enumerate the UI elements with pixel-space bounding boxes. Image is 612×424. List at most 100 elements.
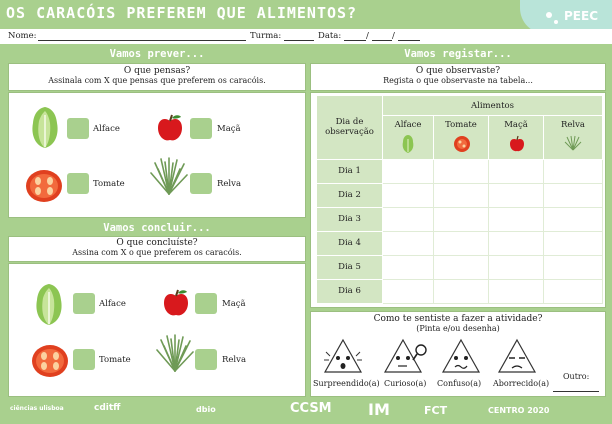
surprised-face-icon [323, 338, 363, 373]
predict-heading: Vamos prever... [109, 48, 205, 60]
conclude-options-panel: Alface Maçã Tomate Relva [8, 263, 306, 397]
logo-ccsm: CCSM [290, 401, 332, 416]
column-label: Relva [560, 120, 586, 130]
apple-icon [158, 114, 182, 141]
register-question-panel: O que observaste? Regista o que observas… [310, 63, 606, 91]
lettuce-checkbox[interactable] [67, 118, 89, 139]
table-cell[interactable] [489, 184, 544, 208]
column-header-tomato: Tomate [434, 116, 489, 160]
register-instruction: Regista o que observaste na tabela... [383, 76, 533, 85]
table-cell[interactable] [434, 160, 489, 184]
grass-checkbox[interactable] [190, 173, 212, 194]
table-cell[interactable] [383, 184, 434, 208]
badge-dot-icon [546, 12, 552, 18]
feelings-question: Como te sentiste a fazer a atividade? [373, 314, 543, 324]
table-cell[interactable] [489, 160, 544, 184]
lettuce-label: Alface [93, 124, 120, 134]
table-cell[interactable] [544, 232, 603, 256]
group-header-label: Alimentos [470, 101, 515, 111]
confused-face-icon [441, 338, 481, 373]
grass-checkbox[interactable] [195, 349, 217, 370]
logo-centro2020: CENTRO 2020 [488, 406, 550, 415]
other-field[interactable] [553, 391, 599, 392]
row-label: Dia 1 [338, 166, 361, 176]
row-label: Dia 4 [338, 238, 361, 248]
column-header-lettuce: Alface [383, 116, 434, 160]
predict-instruction: Assinala com X que pensas que preferem o… [48, 76, 266, 85]
row-header-cell: Dia de observação [317, 96, 383, 160]
observation-table: Dia de observação Alimentos Alface Tomat… [317, 96, 603, 304]
footer: ciências ulisboa cditff dbio CCSM IM FCT… [0, 400, 612, 424]
row-label: Dia 3 [338, 214, 361, 224]
name-bar: Nome: Turma: Data: / / [0, 29, 612, 44]
logo-cditff: cditff [94, 403, 121, 413]
table-cell[interactable] [544, 208, 603, 232]
worksheet-title: OS CARACÓIS PREFEREM QUE ALIMENTOS? [6, 4, 358, 22]
tomato-icon [26, 170, 62, 202]
table-cell[interactable] [544, 280, 603, 304]
table-cell[interactable] [383, 280, 434, 304]
table-cell[interactable] [544, 160, 603, 184]
row-header-line1: Dia de [335, 117, 364, 127]
date-month-field[interactable] [372, 40, 392, 41]
register-heading: Vamos registar... [404, 48, 512, 60]
face-label-surprised: Surpreendido(a) [313, 379, 380, 388]
table-cell[interactable] [544, 256, 603, 280]
group-header-cell: Alimentos [383, 96, 603, 116]
feelings-panel: Como te sentiste a fazer a atividade? (P… [310, 311, 606, 397]
apple-checkbox[interactable] [195, 293, 217, 314]
table-cell[interactable] [489, 208, 544, 232]
date-separator: / [366, 31, 369, 41]
name-label: Nome: [8, 31, 37, 41]
name-field[interactable] [38, 40, 246, 41]
grass-icon [564, 135, 582, 151]
date-year-field[interactable] [398, 40, 420, 41]
conclude-question: O que concluíste? [116, 238, 198, 248]
tomato-label: Tomate [93, 179, 125, 189]
logo-ciencias: ciências ulisboa [10, 405, 64, 412]
predict-question-panel: O que pensas? Assinala com X que pensas … [8, 63, 306, 91]
logo-dbio: dbio [196, 405, 216, 414]
conclude-question-panel: O que concluíste? Assina com X o que pre… [8, 236, 306, 262]
column-label: Alface [394, 120, 422, 130]
date-label: Data: [318, 31, 342, 41]
lettuce-icon [36, 284, 62, 325]
date-day-field[interactable] [344, 40, 366, 41]
table-cell[interactable] [383, 208, 434, 232]
table-cell[interactable] [434, 280, 489, 304]
tomato-checkbox[interactable] [67, 173, 89, 194]
table-cell[interactable] [383, 256, 434, 280]
table-cell[interactable] [489, 256, 544, 280]
table-cell[interactable] [383, 160, 434, 184]
apple-checkbox[interactable] [190, 118, 212, 139]
row-label-cell: Dia 1 [317, 160, 383, 184]
class-field[interactable] [284, 40, 314, 41]
face-label-bored: Aborrecido(a) [493, 379, 550, 388]
conclude-instruction: Assina com X o que preferem os caracóis. [72, 248, 242, 257]
table-cell[interactable] [434, 184, 489, 208]
predict-question: O que pensas? [123, 66, 191, 76]
table-cell[interactable] [434, 208, 489, 232]
curious-face-icon [383, 338, 427, 373]
tomato-icon [32, 345, 68, 377]
tomato-checkbox[interactable] [73, 349, 95, 370]
table-cell[interactable] [434, 256, 489, 280]
row-label-cell: Dia 6 [317, 280, 383, 304]
table-cell[interactable] [383, 232, 434, 256]
grass-label: Relva [217, 179, 242, 189]
row-label-cell: Dia 5 [317, 256, 383, 280]
table-cell[interactable] [434, 232, 489, 256]
grass-label: Relva [222, 355, 247, 365]
bored-face-icon [497, 338, 537, 373]
row-label-cell: Dia 2 [317, 184, 383, 208]
register-table-panel: Dia de observação Alimentos Alface Tomat… [310, 92, 606, 308]
lettuce-checkbox[interactable] [73, 293, 95, 314]
apple-icon [510, 135, 524, 152]
row-label-cell: Dia 3 [317, 208, 383, 232]
table-cell[interactable] [489, 232, 544, 256]
apple-icon [164, 289, 188, 316]
table-cell[interactable] [544, 184, 603, 208]
table-cell[interactable] [489, 280, 544, 304]
apple-label: Maçã [222, 299, 246, 309]
row-header-line2: observação [325, 127, 374, 137]
